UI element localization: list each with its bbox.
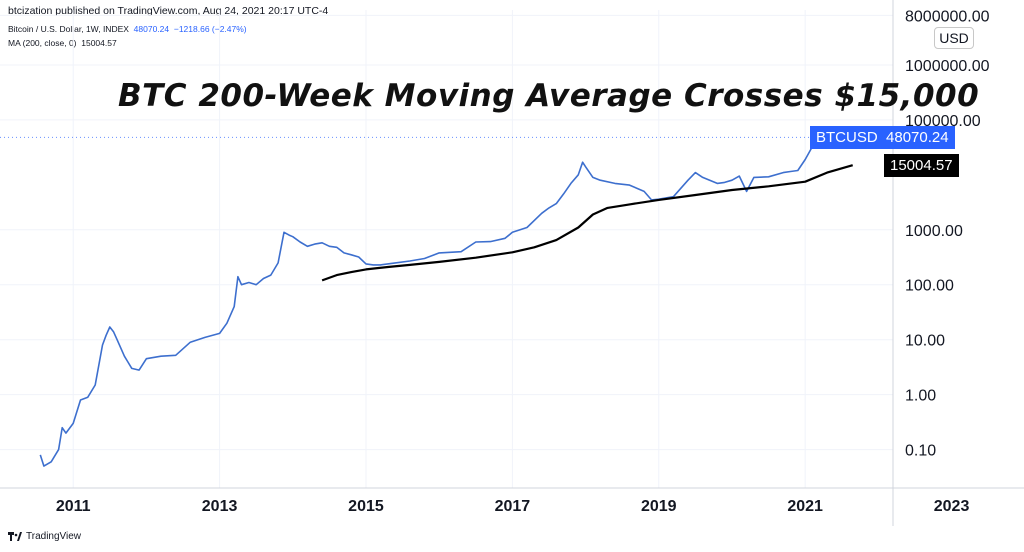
y-tick-label: 100.00 bbox=[905, 278, 954, 295]
x-tick-label: 2017 bbox=[495, 498, 531, 515]
symbol-legend: Bitcoin / U.S. Dollar, 1W, INDEX 48070.2… bbox=[8, 24, 247, 34]
footer-brand: TradingView bbox=[8, 531, 81, 542]
x-tick-label: 2023 bbox=[934, 498, 970, 515]
footer-brand-name: TradingView bbox=[26, 531, 82, 542]
moving-average-line bbox=[321, 164, 854, 282]
x-tick-label: 2015 bbox=[348, 498, 384, 515]
ma-tag-value: 15004.57 bbox=[890, 157, 953, 175]
y-tick-label: 8000000.00 bbox=[905, 8, 990, 25]
ma-price-tag: 15004.57 bbox=[884, 154, 959, 178]
price-change-value: −1218.66 (−2.47%) bbox=[173, 24, 247, 34]
btcusd-price-tag: BTCUSD 48070.24 bbox=[810, 126, 955, 150]
last-price-value: 48070.24 bbox=[133, 24, 170, 34]
tradingview-logo-icon bbox=[8, 532, 22, 541]
x-tick-label: 2019 bbox=[641, 498, 677, 515]
ma-description: MA (200, close, 0) bbox=[8, 38, 77, 48]
x-tick-label: 2011 bbox=[56, 498, 91, 515]
btcusd-tag-name: BTCUSD bbox=[816, 129, 878, 147]
chart-title: BTC 200-Week Moving Average Crosses $15,… bbox=[118, 78, 980, 114]
btcusd-tag-value: 48070.24 bbox=[886, 129, 949, 147]
x-tick-label: 2013 bbox=[202, 498, 238, 515]
y-tick-label: 1000000.00 bbox=[905, 58, 990, 75]
y-tick-label: 1.00 bbox=[905, 388, 936, 405]
publisher-line: btcization published on TradingView.com,… bbox=[8, 5, 329, 17]
y-tick-label: 0.10 bbox=[905, 443, 936, 460]
btcusd-price-line bbox=[39, 131, 854, 467]
y-tick-label: 100000.00 bbox=[905, 113, 981, 130]
ma-legend: MA (200, close, 0) 15004.57 bbox=[8, 38, 117, 48]
ma-value: 15004.57 bbox=[81, 38, 117, 48]
y-tick-label: 1000.00 bbox=[905, 223, 963, 240]
currency-selector[interactable]: USD bbox=[934, 27, 974, 49]
y-tick-label: 10.00 bbox=[905, 333, 945, 350]
x-tick-label: 2021 bbox=[787, 498, 823, 515]
symbol-description: Bitcoin / U.S. Dollar, 1W, INDEX bbox=[8, 24, 129, 34]
